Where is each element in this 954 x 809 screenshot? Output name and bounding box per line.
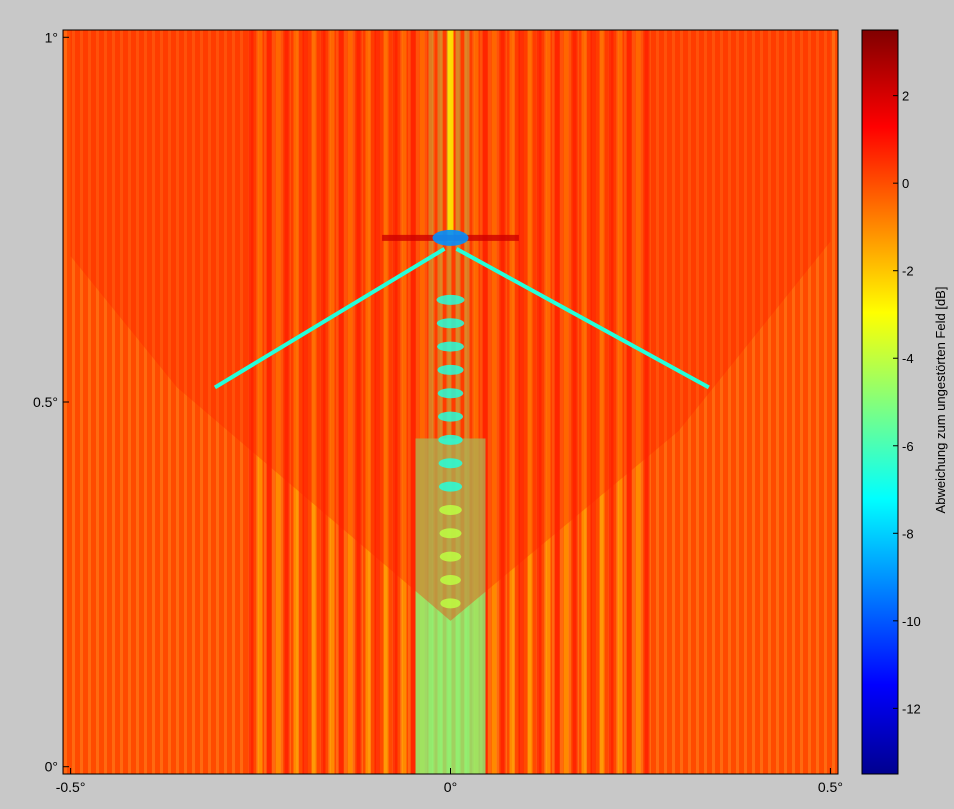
interference-stripe <box>455 30 461 774</box>
interference-blob <box>440 574 461 585</box>
interference-stripe <box>626 30 632 774</box>
interference-stripe <box>509 30 515 774</box>
y-tick-label: 0° <box>45 759 58 775</box>
interference-stripe <box>518 30 524 774</box>
interference-stripe <box>500 30 506 774</box>
y-axis: 0° 0.5° 1° <box>33 29 69 775</box>
interference-stripe <box>554 30 560 774</box>
interference-stripe <box>356 30 362 774</box>
interference-stripe <box>392 30 398 774</box>
heatmap-plot <box>63 30 838 774</box>
colorbar-tick-label: -4 <box>902 351 914 366</box>
interference-stripe <box>608 30 614 774</box>
x-tick-label: -0.5° <box>56 779 86 795</box>
colorbar: 2 0 -2 -4 -6 -8 -10 -12 Abweichung zum ungestör… <box>861 29 948 775</box>
colorbar-tick-label: -2 <box>902 264 914 279</box>
interference-stripe <box>329 30 335 774</box>
y-tick-label: 0.5° <box>33 394 58 410</box>
x-tick-label: 0.5° <box>818 779 843 795</box>
interference-blob <box>436 318 465 329</box>
interference-stripe <box>599 30 605 774</box>
interference-stripe <box>527 30 533 774</box>
interference-stripe <box>437 30 443 774</box>
interference-stripe <box>572 30 578 774</box>
caustic-left <box>213 247 446 390</box>
colorbar-tick-label: -12 <box>902 701 921 716</box>
interference-blob <box>439 504 462 515</box>
interference-blob <box>440 598 461 609</box>
interference-stripe <box>365 30 371 774</box>
interference-stripe <box>266 30 272 774</box>
x-tick-label: 0° <box>444 779 457 795</box>
interference-blob <box>438 434 463 445</box>
interference-stripe <box>311 30 317 774</box>
interference-stripe <box>383 30 389 774</box>
interference-stripe <box>464 30 470 774</box>
interference-blob <box>436 294 465 305</box>
apex-focus <box>432 229 469 246</box>
interference-stripe <box>482 30 488 774</box>
colorbar-gradient <box>861 29 899 775</box>
interference-blob <box>438 481 463 492</box>
interference-stripe <box>257 30 263 774</box>
colorbar-ticks: 2 0 -2 -4 -6 -8 -10 -12 <box>893 89 921 716</box>
caustic-right <box>455 247 710 390</box>
interference-stripe <box>275 30 281 774</box>
interference-stripe <box>338 30 344 774</box>
interference-blob <box>438 458 463 469</box>
heatmap-field <box>70 30 831 774</box>
interference-stripe <box>491 30 497 774</box>
interference-stripe <box>536 30 542 774</box>
interference-blob <box>438 411 463 422</box>
colorbar-label: Abweichung zum ungestörten Feld [dB] <box>933 287 948 514</box>
colorbar-tick-label: -6 <box>902 439 914 454</box>
interference-stripe <box>347 30 353 774</box>
interference-stripe <box>374 30 380 774</box>
colorbar-tick-label: 2 <box>902 89 909 104</box>
interference-blob <box>439 551 462 562</box>
interference-stripe <box>545 30 551 774</box>
y-tick-label: 1° <box>45 29 58 45</box>
interference-stripe <box>644 30 650 774</box>
interference-stripe <box>320 30 326 774</box>
center-line <box>447 30 454 242</box>
interference-blob <box>437 388 464 399</box>
interference-stripe <box>617 30 623 774</box>
interference-stripe <box>401 30 407 774</box>
interference-blob <box>437 364 464 375</box>
interference-stripe <box>563 30 569 774</box>
interference-stripe <box>590 30 596 774</box>
colorbar-tick-label: -8 <box>902 526 914 541</box>
interference-stripe <box>446 30 452 774</box>
interference-blob <box>439 528 462 539</box>
interference-stripe <box>302 30 308 774</box>
interference-stripe <box>428 30 434 774</box>
interference-stripe <box>293 30 299 774</box>
x-axis: -0.5° 0° 0.5° <box>56 768 843 795</box>
colorbar-tick-label: 0 <box>902 176 909 191</box>
interference-stripe <box>410 30 416 774</box>
interference-stripe <box>284 30 290 774</box>
interference-stripe <box>635 30 641 774</box>
interference-stripe <box>473 30 479 774</box>
colorbar-tick-label: -10 <box>902 614 921 629</box>
interference-stripe <box>248 30 254 774</box>
interference-stripe <box>581 30 587 774</box>
interference-stripe <box>419 30 425 774</box>
interference-blob <box>437 341 464 352</box>
